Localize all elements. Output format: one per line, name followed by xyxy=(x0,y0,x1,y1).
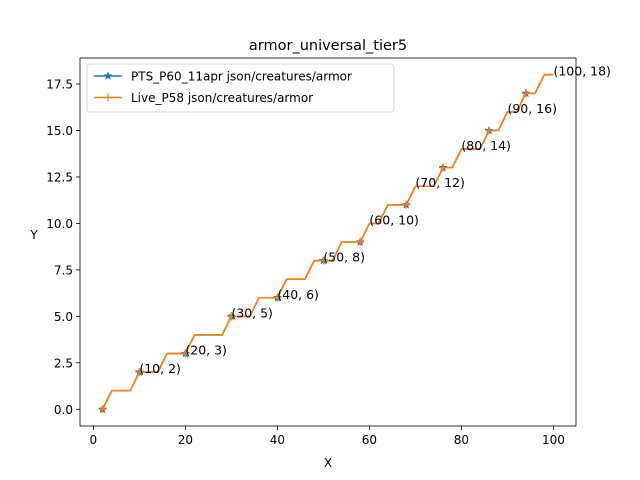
data-point xyxy=(181,349,190,358)
legend-marker xyxy=(104,93,112,102)
x-tick-label: 60 xyxy=(362,433,377,447)
y-tick-label: 7.5 xyxy=(54,263,73,277)
data-point xyxy=(402,200,411,209)
y-tick-label: 12.5 xyxy=(46,170,73,184)
x-tick-label: 80 xyxy=(454,433,469,447)
data-label: (90, 16) xyxy=(507,101,557,116)
data-label: (50, 8) xyxy=(323,250,365,265)
y-axis-label: Y xyxy=(29,228,38,242)
data-point xyxy=(319,256,328,265)
x-axis: 0 20 40 60 80 100 xyxy=(90,426,565,447)
legend-marker xyxy=(103,71,113,80)
legend-label: Live_P58 json/creatures/armor xyxy=(131,91,313,105)
data-label: (10, 2) xyxy=(139,361,181,376)
series-2 xyxy=(98,73,554,414)
y-tick-label: 5.0 xyxy=(54,310,73,324)
data-point xyxy=(485,126,494,135)
data-point xyxy=(439,163,448,172)
legend-frame xyxy=(86,63,395,113)
annotation-layer: (10, 2) (20, 3) (30, 5) (40, 6) (50, 8) (60, … xyxy=(139,64,611,376)
data-label: (40, 6) xyxy=(277,287,319,302)
data-label: (60, 10) xyxy=(369,212,419,227)
x-tick-label: 0 xyxy=(90,433,98,447)
legend-entry: PTS_P60_11apr json/creatures/armor xyxy=(94,70,352,84)
legend-label: PTS_P60_11apr json/creatures/armor xyxy=(131,70,352,84)
y-tick-label: 2.5 xyxy=(54,356,73,370)
plot-area xyxy=(80,58,576,426)
data-label: (100, 18) xyxy=(553,64,610,79)
series-line xyxy=(101,73,554,410)
data-label: (30, 5) xyxy=(231,305,273,320)
series-layer xyxy=(97,73,554,414)
x-tick-label: 100 xyxy=(542,433,565,447)
data-point xyxy=(227,312,236,321)
x-axis-label: X xyxy=(324,456,332,470)
x-tick-label: 20 xyxy=(178,433,193,447)
y-tick-label: 0.0 xyxy=(54,403,73,417)
data-point xyxy=(135,368,144,377)
legend: PTS_P60_11apr json/creatures/armor Live_P… xyxy=(86,63,395,113)
data-point xyxy=(521,89,530,98)
y-tick-label: 10.0 xyxy=(46,217,73,231)
data-label: (20, 3) xyxy=(185,343,227,358)
data-point xyxy=(273,293,282,302)
data-point xyxy=(98,405,107,414)
data-label: (80, 14) xyxy=(461,138,511,153)
legend-entry: Live_P58 json/creatures/armor xyxy=(94,91,313,105)
data-point xyxy=(356,238,365,246)
y-axis: 0.0 2.5 5.0 7.5 10.0 12.5 15.0 17.5 xyxy=(46,78,80,417)
x-tick-label: 40 xyxy=(270,433,285,447)
data-label: (70, 12) xyxy=(415,175,465,190)
plot-frame xyxy=(79,57,577,427)
y-tick-label: 15.0 xyxy=(46,124,73,138)
chart-title: armor_universal_tier5 xyxy=(249,38,407,54)
y-tick-label: 17.5 xyxy=(46,78,73,92)
